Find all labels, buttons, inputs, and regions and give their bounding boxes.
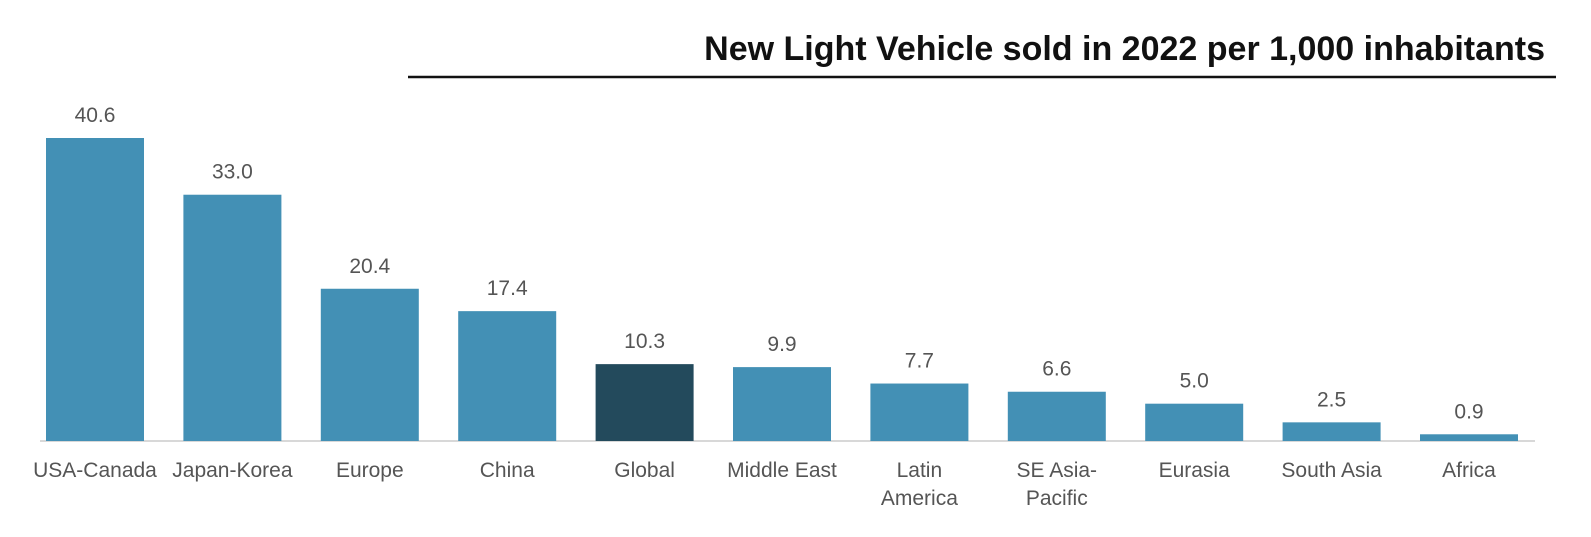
x-tick-label: Latin America — [880, 459, 958, 510]
bar — [458, 311, 557, 441]
x-tick-label: SE Asia- Pacific — [1016, 459, 1098, 510]
x-tick-label: Global — [614, 459, 675, 482]
x-tick-label: Europe — [335, 459, 404, 482]
value-label: 6.6 — [1042, 358, 1071, 381]
bar — [46, 138, 144, 441]
bar — [1007, 391, 1106, 441]
bar — [595, 364, 694, 441]
value-label: 33.0 — [212, 161, 253, 184]
value-label: 7.7 — [905, 350, 934, 373]
bar — [1420, 434, 1518, 441]
value-label: 10.3 — [624, 330, 665, 353]
value-label: 9.9 — [767, 333, 796, 356]
x-tick-label: Eurasia — [1158, 459, 1230, 482]
bar — [320, 288, 419, 441]
x-tick-label: Japan-Korea — [172, 459, 293, 482]
bar — [183, 194, 282, 441]
value-label: 40.6 — [75, 104, 116, 127]
x-tick-label: China — [479, 459, 535, 482]
bar — [870, 383, 969, 441]
value-label: 2.5 — [1317, 388, 1346, 411]
value-label: 0.9 — [1454, 400, 1483, 423]
x-tick-label: USA-Canada — [33, 459, 157, 482]
x-tick-label: Africa — [1442, 459, 1496, 482]
chart-title: New Light Vehicle sold in 2022 per 1,000… — [704, 30, 1545, 68]
value-label: 20.4 — [349, 255, 390, 278]
bar — [733, 367, 831, 441]
value-label: 17.4 — [487, 277, 528, 300]
x-tick-label: Middle East — [727, 459, 837, 482]
value-label: 5.0 — [1180, 370, 1209, 393]
bar — [1145, 403, 1244, 441]
x-tick-label: South Asia — [1281, 459, 1382, 482]
bar — [1282, 422, 1381, 441]
